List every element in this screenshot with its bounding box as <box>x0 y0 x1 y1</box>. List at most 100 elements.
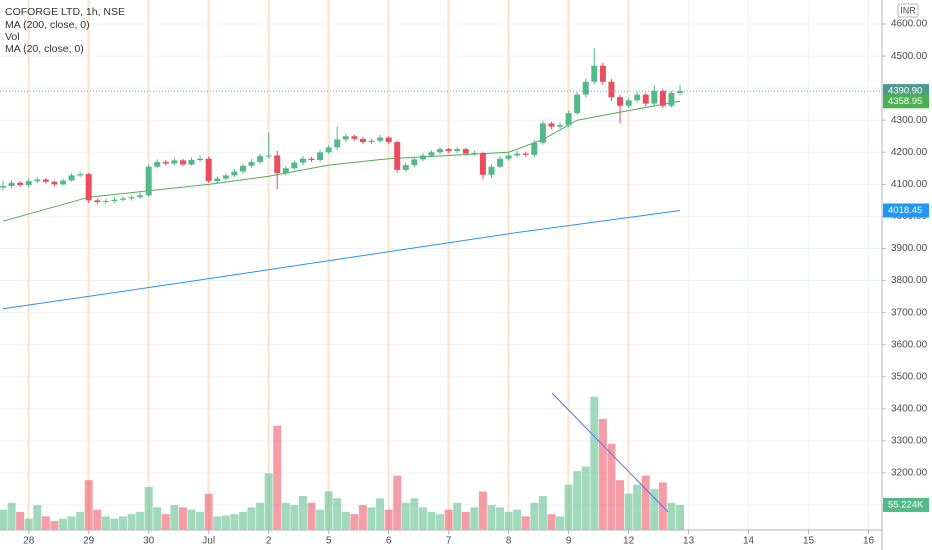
candle-body <box>659 90 666 106</box>
candle-body <box>145 166 152 196</box>
candle-body <box>394 142 401 170</box>
y-tick-label: 3800.00 <box>891 275 928 286</box>
volume-bar <box>101 516 110 530</box>
y-tick-label: 3500.00 <box>891 371 928 382</box>
trend-line <box>551 392 669 513</box>
candle-body <box>179 160 186 165</box>
y-tick-label: 4200.00 <box>891 147 928 158</box>
volume-bar <box>58 518 67 530</box>
grid <box>0 0 882 530</box>
candle-body <box>651 90 658 104</box>
candle-body <box>137 195 144 198</box>
x-tick-label: 12 <box>623 536 635 547</box>
volume-bar <box>221 515 230 530</box>
ma-price-label-box <box>883 94 929 109</box>
ma-price-label-box <box>883 203 929 218</box>
candle-body <box>8 182 15 186</box>
candle-body <box>334 139 341 148</box>
candle-body <box>462 149 469 154</box>
chart-title: COFORGE LTD, 1h, NSE <box>5 6 125 18</box>
candle-body <box>488 166 495 175</box>
candle-body <box>205 158 212 182</box>
candle-body <box>359 138 366 143</box>
volume-bar <box>547 514 556 530</box>
volume-bar <box>581 466 590 530</box>
volume-bar <box>127 514 136 530</box>
candle-body <box>282 168 289 174</box>
volume-bar <box>590 396 599 530</box>
volume-bar <box>290 505 299 530</box>
volume-bar <box>444 509 453 530</box>
candle-body <box>162 161 169 164</box>
x-tick-label: 8 <box>506 536 512 547</box>
candle-body <box>454 149 461 152</box>
volume-bar <box>247 507 256 530</box>
x-tick-label: 5 <box>326 536 332 547</box>
candle-body <box>111 199 118 202</box>
candle-body <box>128 197 135 199</box>
volume-bar <box>84 480 93 530</box>
candle-body <box>68 175 75 181</box>
candle-body <box>419 155 426 160</box>
volume-bar <box>496 507 505 530</box>
candle-body <box>402 165 409 170</box>
candle-body <box>171 160 178 164</box>
moving-average <box>2 210 681 310</box>
candle-body <box>351 136 358 139</box>
volume-bar <box>556 516 565 530</box>
last-price-label: 4390.90 <box>888 86 922 97</box>
volume-bar <box>33 505 42 530</box>
volume-bar <box>144 486 153 530</box>
candle-body <box>154 161 161 167</box>
candle-body <box>617 97 624 106</box>
x-tick-label: 2 <box>266 536 272 547</box>
x-tick-label: 28 <box>23 536 35 547</box>
y-tick-label: 4600.00 <box>891 19 928 30</box>
volume-bar <box>178 507 187 530</box>
volume-bar <box>667 502 676 530</box>
x-axis-background <box>0 530 882 550</box>
candle-body <box>325 147 332 153</box>
candle-body <box>34 179 41 182</box>
volume-bar <box>453 502 462 530</box>
candle-body <box>377 137 384 141</box>
candle-body <box>291 162 298 169</box>
candle-body <box>17 182 24 186</box>
y-tick-label: 3300.00 <box>891 436 928 447</box>
volume-bar <box>76 511 85 530</box>
volume-bar <box>170 505 179 530</box>
candle-body <box>668 92 675 106</box>
candle-body <box>411 159 418 166</box>
volume-bar <box>650 489 659 530</box>
candle-body <box>565 113 572 126</box>
candle-body <box>274 155 281 174</box>
candle-body <box>257 156 264 162</box>
x-tick-label: 6 <box>386 536 392 547</box>
candle-body <box>214 178 221 182</box>
candle-body <box>85 174 92 201</box>
volume-bar <box>110 518 119 530</box>
candle-body <box>119 198 126 200</box>
volume-bar <box>204 493 213 530</box>
candle-body <box>582 81 589 95</box>
candle-body <box>317 152 324 160</box>
candle-body <box>591 65 598 82</box>
volume-bar <box>393 475 402 530</box>
volume-bar <box>436 514 445 530</box>
volume-bar <box>118 516 127 530</box>
x-tick-label: 15 <box>803 536 815 547</box>
candle-body <box>308 158 315 160</box>
volume-bar <box>93 509 102 530</box>
volume-bar <box>358 505 367 530</box>
volume-bar <box>136 511 145 530</box>
candle-body <box>471 152 478 154</box>
x-tick-label: 13 <box>683 536 695 547</box>
volume-bar <box>607 443 616 530</box>
candle-body <box>634 94 641 101</box>
candle-body <box>522 153 529 155</box>
volume-bar <box>307 502 316 530</box>
candle-body <box>642 94 649 104</box>
volume-bar <box>624 493 633 530</box>
candle-body <box>505 155 512 159</box>
volume-bar <box>213 516 222 530</box>
